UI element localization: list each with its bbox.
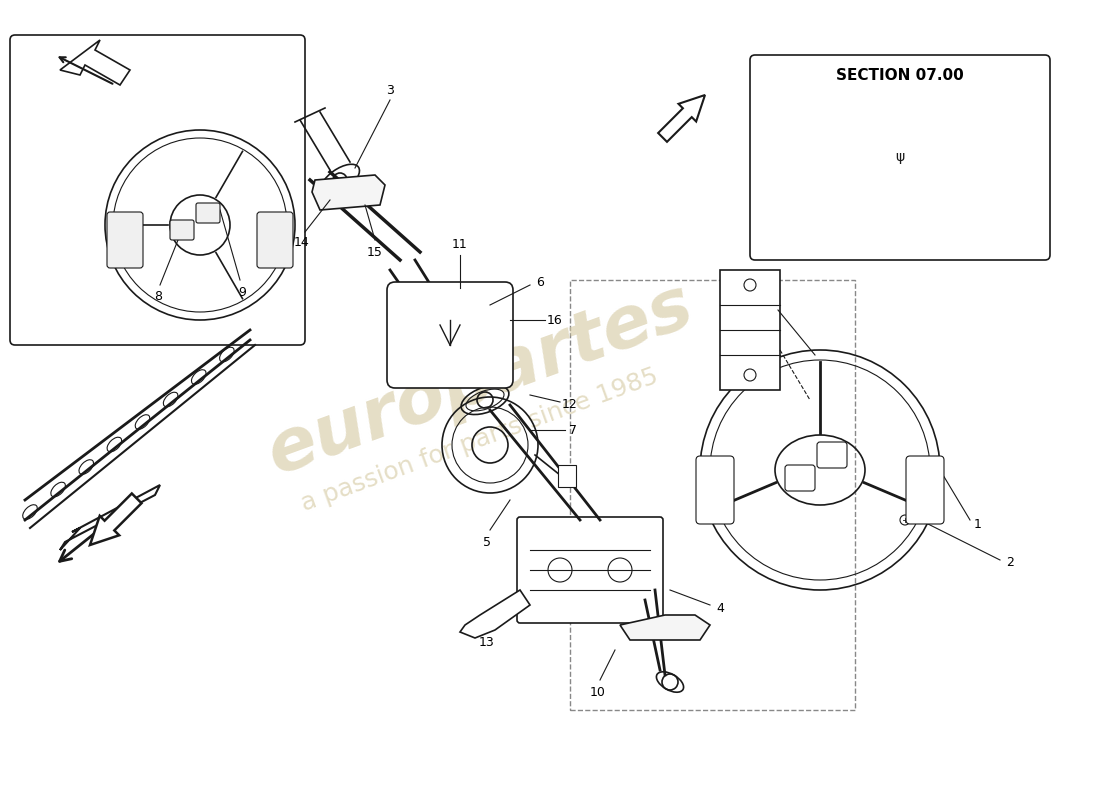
Polygon shape [312, 175, 385, 210]
Bar [558, 465, 576, 487]
Polygon shape [460, 590, 530, 638]
Text: 14: 14 [294, 235, 310, 249]
Text: 6: 6 [536, 275, 543, 289]
FancyBboxPatch shape [750, 55, 1050, 260]
Text: 11: 11 [452, 238, 468, 250]
Text: 8: 8 [154, 290, 162, 303]
Text: 13: 13 [480, 635, 495, 649]
FancyBboxPatch shape [785, 465, 815, 491]
FancyBboxPatch shape [196, 203, 220, 223]
Text: 3: 3 [386, 83, 394, 97]
FancyBboxPatch shape [696, 456, 734, 524]
FancyBboxPatch shape [10, 35, 305, 345]
Text: 9: 9 [238, 286, 246, 298]
Text: 2: 2 [1006, 557, 1014, 570]
Text: a passion for parts since 1985: a passion for parts since 1985 [298, 364, 662, 516]
Text: 12: 12 [562, 398, 578, 411]
Polygon shape [60, 40, 130, 85]
Text: 5: 5 [483, 535, 491, 549]
FancyBboxPatch shape [817, 442, 847, 468]
FancyBboxPatch shape [517, 517, 663, 623]
Text: 10: 10 [590, 686, 606, 698]
FancyBboxPatch shape [107, 212, 143, 268]
Text: europartes: europartes [257, 271, 703, 489]
FancyBboxPatch shape [170, 220, 194, 240]
FancyBboxPatch shape [906, 456, 944, 524]
Text: 15: 15 [367, 246, 383, 258]
Text: ψ: ψ [895, 150, 904, 164]
Text: 7: 7 [569, 423, 578, 437]
Polygon shape [658, 95, 705, 142]
FancyBboxPatch shape [387, 282, 513, 388]
Bar [720, 270, 780, 390]
Bar [570, 280, 855, 710]
FancyBboxPatch shape [257, 212, 293, 268]
Text: 1: 1 [975, 518, 982, 531]
Text: 4: 4 [716, 602, 724, 614]
Polygon shape [620, 615, 710, 640]
Polygon shape [60, 485, 160, 550]
Text: SECTION 07.00: SECTION 07.00 [836, 67, 964, 82]
Polygon shape [90, 494, 142, 545]
Text: 16: 16 [547, 314, 563, 326]
